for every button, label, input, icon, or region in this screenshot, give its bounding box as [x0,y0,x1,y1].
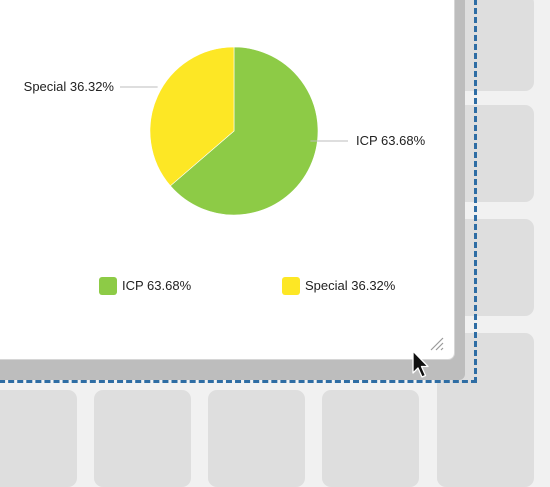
pie-chart: ICP 63.68% Special 36.32% [24,46,426,216]
legend-label-special[interactable]: Special 36.32% [305,278,396,293]
pie-slice-icp[interactable] [169,46,319,216]
pie-slice-special[interactable] [149,46,235,187]
resize-handle-icon[interactable] [428,335,446,353]
legend-swatch-special[interactable] [282,277,300,295]
legend-swatch-icp[interactable] [99,277,117,295]
slice-label-icp: ICP 63.68% [356,133,426,148]
legend-label-icp[interactable]: ICP 63.68% [122,278,192,293]
slice-label-special: Special 36.32% [24,79,115,94]
mouse-pointer-icon [412,350,429,378]
